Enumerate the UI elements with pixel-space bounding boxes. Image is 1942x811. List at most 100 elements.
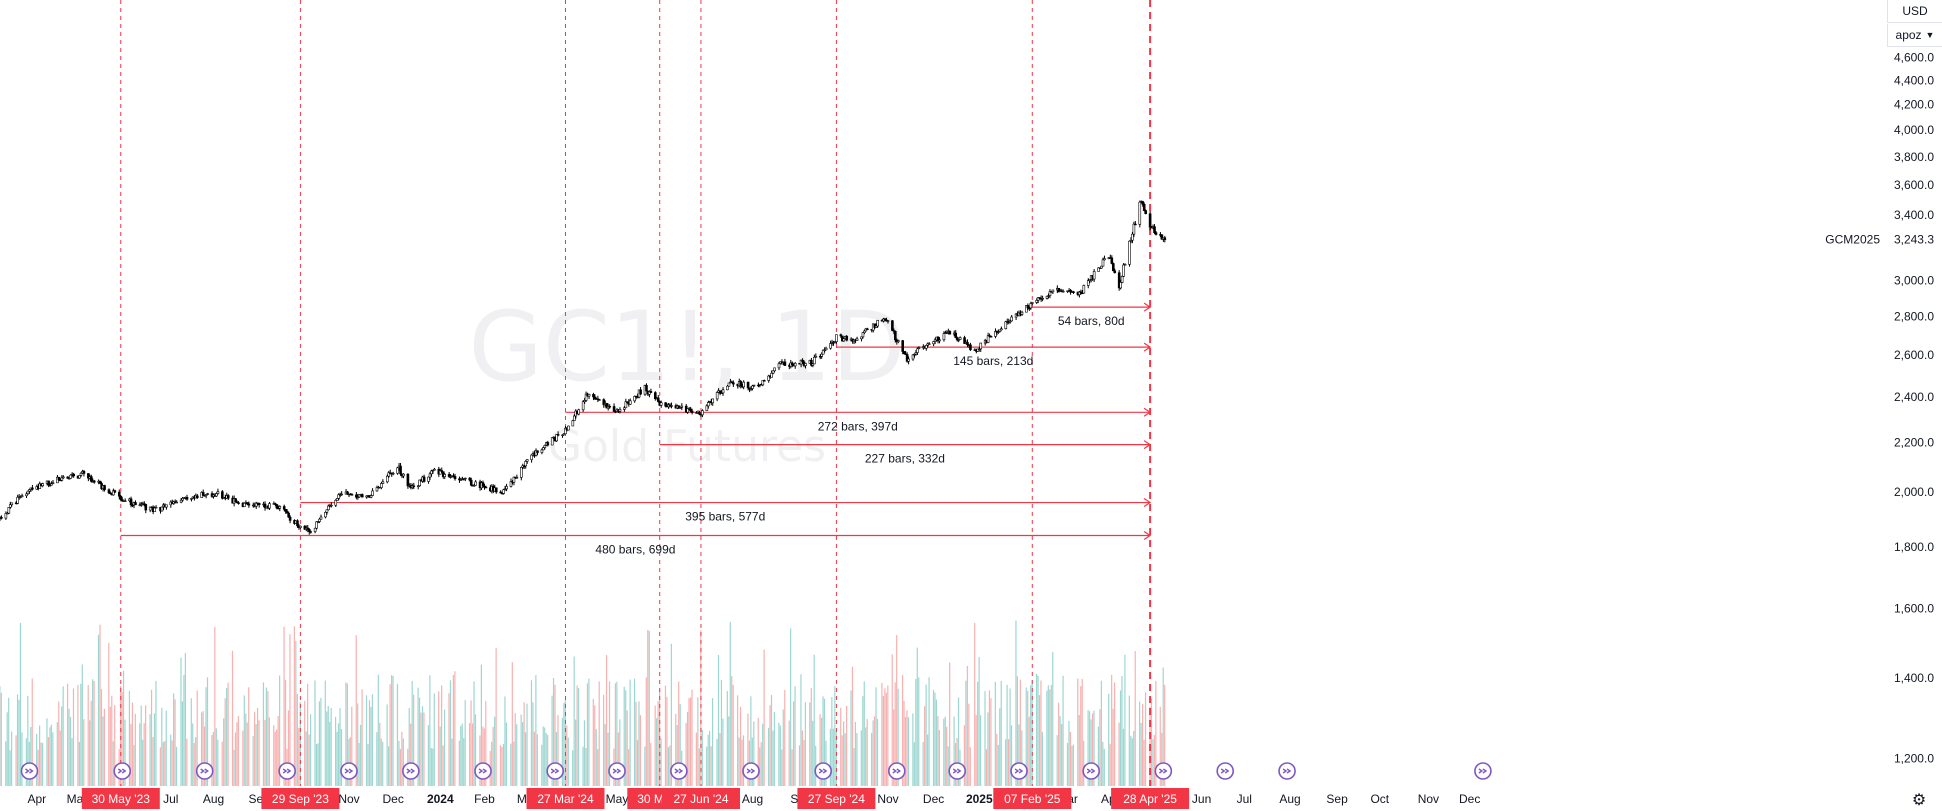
volume-bar [1153,735,1155,786]
volume-bar [131,702,133,786]
volume-bar [1056,735,1058,786]
volume-bar [482,726,484,786]
candle-body [845,336,849,341]
volume-bar [625,690,627,786]
volume-bar [547,734,549,786]
volume-bar [318,701,320,786]
volume-bar [99,624,101,786]
volume-bar [988,690,991,786]
volume-bar [697,697,699,786]
candle-body [587,394,591,397]
volume-bar [5,741,7,786]
volume-bar [1059,716,1061,786]
volume-bar [77,684,79,786]
candle-body [866,328,869,330]
volume-bar [346,683,348,786]
candle-body [835,334,838,343]
volume-bar [337,723,340,786]
volume-bar [916,647,918,786]
volume-bar [6,712,8,786]
candle-body [810,359,813,366]
candle-body [618,409,622,412]
volume-bar [90,700,92,786]
volume-bar [1162,667,1164,786]
volume-bar [108,642,110,786]
candle-body [387,472,391,477]
volume-bar [68,708,70,786]
volume-bar [502,743,505,786]
candle-body [119,495,123,500]
volume-bar [145,705,147,786]
candle-body [1148,213,1152,228]
volume-bar [957,697,960,786]
candle-body [288,516,292,521]
volume-bar [402,738,404,786]
price-scale-bg [1900,0,1942,811]
volume-bar [226,688,228,786]
candle-body [221,491,224,499]
candle-body [82,471,86,474]
candle-body [894,331,897,341]
candle-body [907,358,910,362]
price-tick-label: 2,800.0 [1894,309,1934,323]
volume-bar [279,675,281,786]
price-scale[interactable]: 4,600.0 4,400.0 4,200.0 4,000.0 3,800.0 3,600… [1825,0,1942,811]
volume-bar [1140,722,1142,786]
volume-bar [201,712,203,786]
candle-body [1026,305,1030,309]
candle-body [31,487,34,490]
candle-body [41,483,45,487]
candle-body [624,401,628,409]
time-tick-label: Dec [383,792,404,806]
volume-bar [1122,728,1125,786]
event-icons [20,762,1492,780]
candle-body [901,340,905,352]
gear-icon[interactable]: ⚙ [1911,792,1927,809]
volume-bar [1114,682,1116,786]
measurement-label: 272 bars, 397d [818,419,898,433]
volume-bar [139,723,141,786]
candle-body [891,320,894,331]
volume-bar [819,714,821,786]
candle-body [1154,232,1158,235]
volume-bar [1030,685,1032,786]
volume-bar [49,727,51,786]
price-tick-label: 2,400.0 [1894,390,1934,404]
candle-body [739,381,743,386]
volume-bar [1109,743,1111,786]
candle-body [474,481,477,486]
currency-button[interactable]: USD [1887,0,1942,23]
volume-bar [829,728,831,786]
candle-body [771,370,775,374]
candle-body [396,467,399,474]
candle-body [129,498,133,506]
volume-bar [18,699,20,786]
volume-bar [856,733,858,786]
volume-bar [501,746,503,786]
candle-body [550,437,554,446]
volume-bar [361,689,363,786]
volume-bar [396,683,399,786]
volume-bar [1100,680,1102,786]
volume-bar [863,681,865,786]
volume-bar [1091,713,1094,786]
volume-bar [984,691,986,786]
candle-body [346,491,349,495]
volume-bar [265,687,267,786]
volume-bar [573,656,575,786]
volume-bar [614,683,616,786]
candle-body [726,385,729,391]
unit-dropdown[interactable]: apoz ▼ [1887,24,1942,47]
volume-bar [161,707,163,786]
candle-body [969,344,972,351]
candle-body [369,495,373,498]
volume-bar [582,746,584,786]
candle-body [10,502,14,505]
volume-bar [563,702,565,786]
volume-bar [1015,620,1017,786]
volume-bar [865,727,867,786]
volume-bar [576,685,578,786]
volume-bar [822,696,824,786]
